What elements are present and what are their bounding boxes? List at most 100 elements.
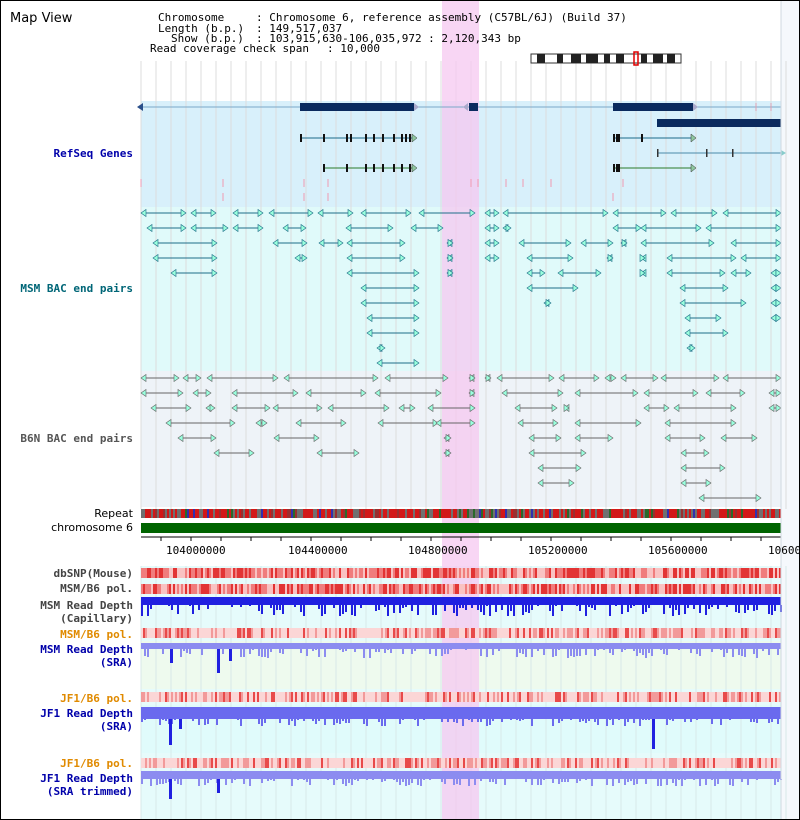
polymorphism-bin (671, 758, 673, 768)
polymorphism-bin (501, 692, 503, 702)
polymorphism-bin (461, 758, 463, 768)
bac-end-arrow (192, 388, 199, 398)
read-depth-bin (456, 779, 458, 784)
polymorphism-bin (257, 692, 259, 702)
exon (641, 134, 643, 142)
polymorphism-bin (471, 758, 473, 768)
polymorphism-bin (385, 568, 387, 578)
polymorphism-bin (471, 568, 473, 578)
track-label-msm-read-depth-sra[interactable]: MSM Read Depth (40, 643, 133, 656)
repeat-element (159, 509, 161, 518)
read-depth-bin (288, 719, 290, 725)
bac-end-arrow (211, 253, 218, 263)
track-label-jf1-b6-pol[interactable]: JF1/B6 pol. (60, 692, 133, 705)
polymorphism-bin (725, 692, 727, 702)
polymorphism-bin (749, 628, 751, 638)
read-depth-bin (666, 649, 668, 655)
read-depth-bin (666, 719, 668, 725)
bac-end-arrow (537, 463, 544, 473)
polymorphism-bin (149, 628, 151, 638)
repeat-element (413, 509, 415, 518)
track-label-msm-read-depth-capillary[interactable]: MSM Read Depth (40, 599, 133, 612)
repeat-element (469, 509, 471, 518)
polymorphism-bin (505, 628, 507, 638)
polymorphism-bin (577, 758, 579, 768)
polymorphism-bin (433, 568, 435, 578)
polymorphism-bin (255, 568, 257, 578)
polymorphism-bin (765, 568, 767, 578)
bac-end-arrow (272, 238, 279, 248)
polymorphism-bin (191, 628, 193, 638)
polymorphism-bin (451, 628, 453, 638)
polymorphism-bin (239, 584, 241, 594)
track-label-b6n-bac[interactable]: B6N BAC end pairs (20, 432, 133, 445)
bac-end-arrow (539, 268, 546, 278)
read-depth-bin (615, 605, 617, 606)
polymorphism-bin (321, 568, 323, 578)
read-depth-bin (294, 605, 296, 607)
polymorphism-bin (725, 568, 727, 578)
polymorphism-bin (291, 584, 293, 594)
polymorphism-bin (305, 568, 307, 578)
polymorphism-bin (411, 692, 413, 702)
repeat-element (317, 509, 319, 518)
polymorphism-bin (173, 628, 175, 638)
polymorphism-bin (313, 628, 315, 638)
polymorphism-bin (391, 758, 393, 768)
polymorphism-bin (447, 692, 449, 702)
track-label-msm-b6-pol[interactable]: MSM/B6 pol. (60, 582, 133, 595)
track-label-msm-b6-pol-sra[interactable]: MSM/B6 pol. (60, 628, 133, 641)
polymorphism-bin (765, 628, 767, 638)
bac-end-arrow (695, 223, 702, 233)
polymorphism-bin (463, 758, 465, 768)
repeat-element (409, 509, 411, 518)
polymorphism-bin (235, 692, 237, 702)
read-depth-bin (327, 779, 329, 780)
polymorphism-bin (265, 628, 267, 638)
read-depth-bin (561, 719, 563, 721)
polymorphism-bin (719, 584, 721, 594)
polymorphism-bin (341, 758, 343, 768)
bac-end-arrow (340, 418, 347, 428)
repeat-element (757, 509, 759, 518)
repeat-element (339, 509, 341, 518)
read-depth-bin (537, 779, 539, 785)
polymorphism-bin (537, 692, 539, 702)
track-label-jf1-read-depth-sra[interactable]: JF1 Read Depth (40, 707, 133, 720)
polymorphism-bin (487, 758, 489, 768)
track-label-dbsnp[interactable]: dbSNP(Mouse) (53, 567, 133, 580)
polymorphism-bin (749, 692, 751, 702)
polymorphism-bin (577, 584, 579, 594)
polymorphism-bin (205, 568, 207, 578)
polymorphism-bin (239, 568, 241, 578)
polymorphism-bin (209, 568, 211, 578)
read-depth-bin (177, 605, 179, 614)
read-depth-bin (642, 719, 644, 720)
polymorphism-bin (287, 692, 289, 702)
polymorphism-bin (183, 628, 185, 638)
polymorphism-bin (731, 692, 733, 702)
track-label-jf1-read-depth-trimmed[interactable]: JF1 Read Depth (40, 772, 133, 785)
polymorphism-bin (253, 758, 255, 768)
polymorphism-bin (537, 568, 539, 578)
polymorphism-bin (713, 758, 715, 768)
polymorphism-bin (609, 758, 611, 768)
polymorphism-bin (305, 692, 307, 702)
polymorphism-bin (641, 758, 643, 768)
polymorphism-bin (719, 692, 721, 702)
track-label-refseq-genes[interactable]: RefSeq Genes (53, 147, 133, 160)
polymorphism-bin (477, 692, 479, 702)
track-label-jf1-b6-pol-trimmed[interactable]: JF1/B6 pol. (60, 757, 133, 770)
repeat-element (675, 509, 677, 518)
polymorphism-bin (773, 758, 775, 768)
repeat-element (619, 509, 621, 518)
polymorphism-bin (247, 758, 249, 768)
track-label-msm-bac[interactable]: MSM BAC end pairs (20, 282, 133, 295)
polymorphism-bin (381, 568, 383, 578)
read-depth-bin (543, 649, 545, 655)
polymorphism-bin (429, 758, 431, 768)
bac-end-arrow (229, 418, 236, 428)
polymorphism-bin (605, 584, 607, 594)
polymorphism-bin (459, 692, 461, 702)
